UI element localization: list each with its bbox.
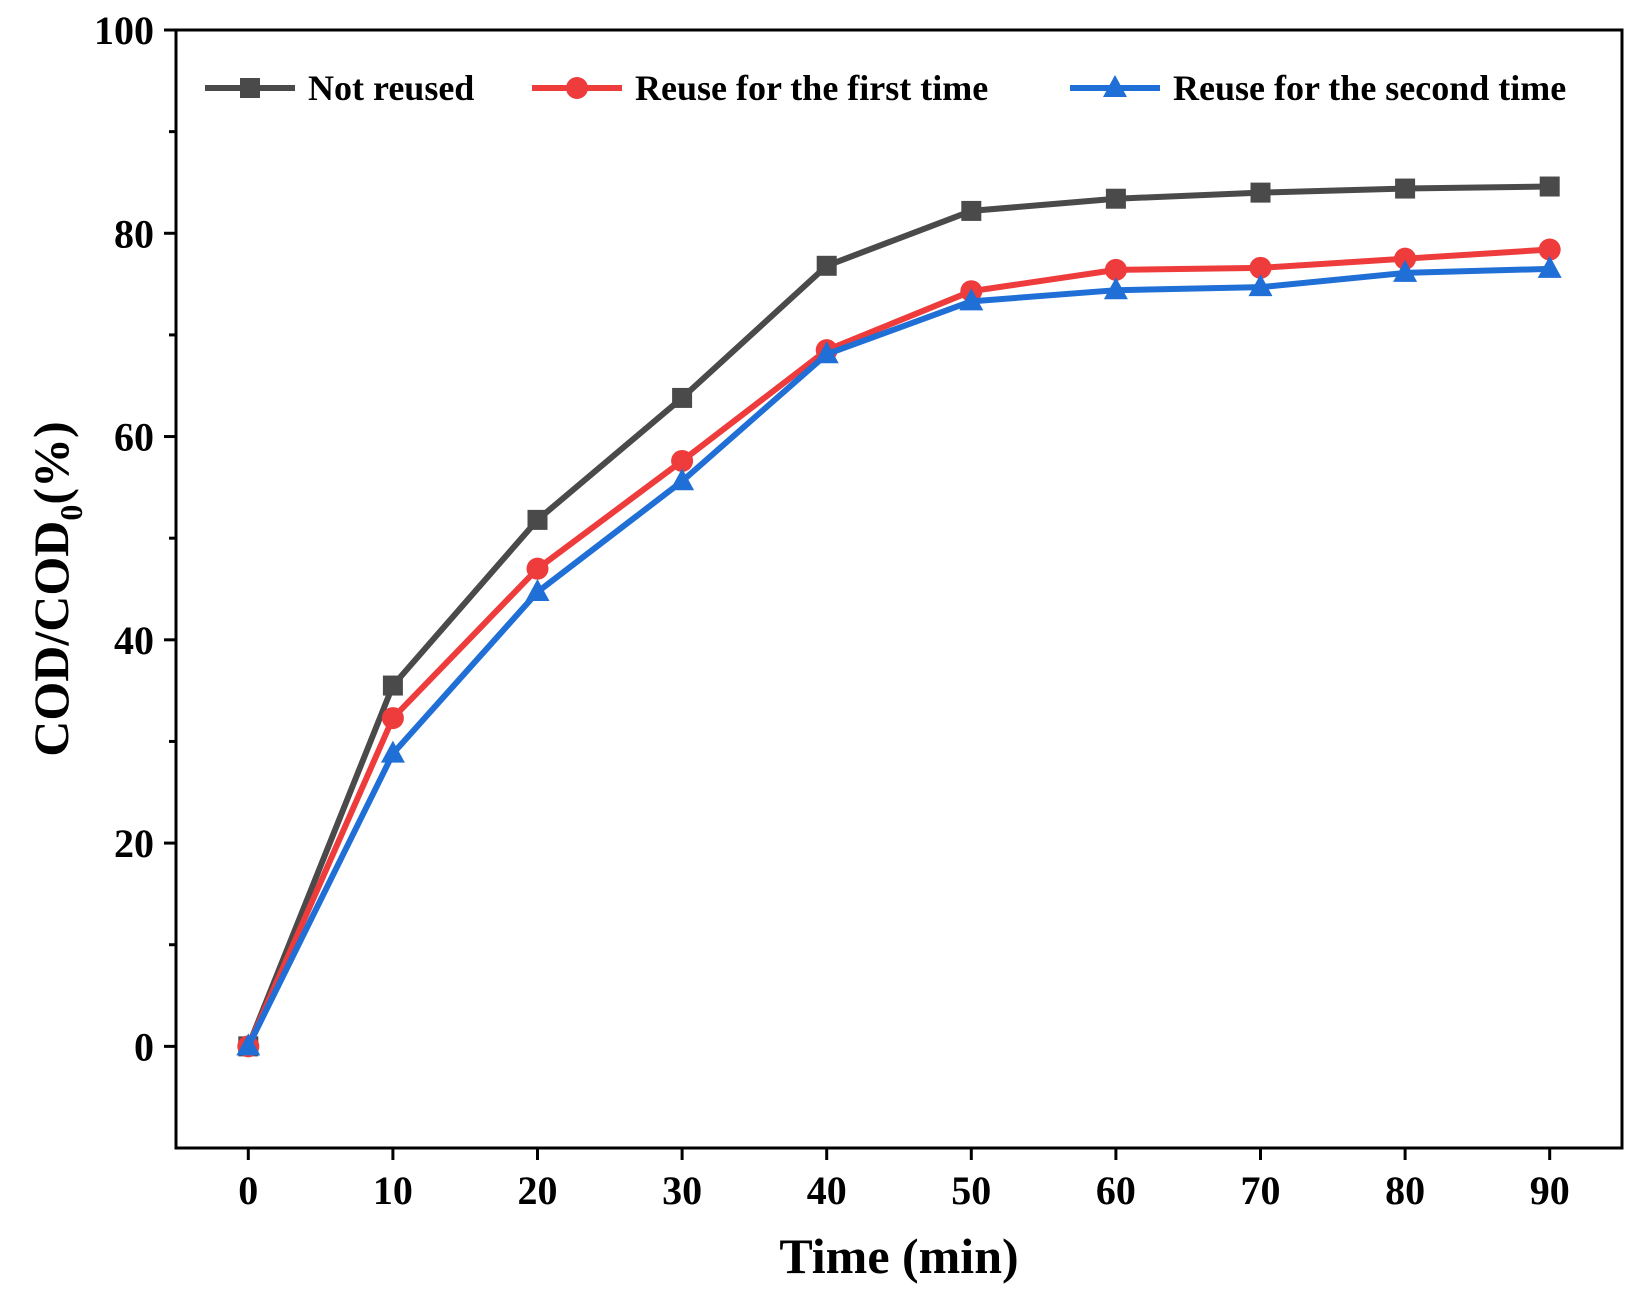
- legend-marker: [240, 78, 260, 98]
- x-tick-label: 40: [807, 1168, 847, 1213]
- x-tick-label: 90: [1530, 1168, 1570, 1213]
- legend-label: Not reused: [308, 68, 474, 108]
- legend-marker: [566, 77, 588, 99]
- x-tick-label: 70: [1241, 1168, 1281, 1213]
- y-tick-label: 40: [114, 618, 154, 663]
- data-point: [816, 255, 837, 276]
- x-tick-label: 80: [1385, 1168, 1425, 1213]
- x-tick-label: 50: [951, 1168, 991, 1213]
- data-point: [380, 740, 405, 763]
- data-point: [382, 675, 403, 696]
- data-point: [1248, 274, 1273, 297]
- x-tick-label: 30: [662, 1168, 702, 1213]
- data-point: [236, 1033, 261, 1056]
- x-tick-label: 60: [1096, 1168, 1136, 1213]
- legend-item: Reuse for the first time: [532, 68, 988, 108]
- data-point: [1393, 259, 1418, 282]
- data-point: [1104, 258, 1127, 281]
- y-axis-ticks: 0 20 40 60 80 100: [94, 8, 176, 1069]
- legend: Not reused Reuse for the first time Reuse …: [205, 68, 1566, 108]
- data-point: [814, 341, 839, 364]
- series-3: [236, 255, 1562, 1056]
- data-point: [525, 579, 550, 602]
- data-point: [961, 200, 982, 221]
- data-point: [670, 468, 695, 491]
- data-point: [1394, 247, 1417, 270]
- series-1: [238, 176, 1560, 1057]
- x-tick-label: 20: [518, 1168, 558, 1213]
- data-point: [527, 509, 548, 530]
- series-line: [245, 265, 1550, 1048]
- legend-label: Reuse for the first time: [635, 68, 988, 108]
- x-tick-label: 0: [238, 1168, 258, 1213]
- data-point: [1105, 188, 1126, 209]
- series-2: [237, 238, 1561, 1058]
- data-point: [1538, 238, 1561, 261]
- y-tick-label: 80: [114, 211, 154, 256]
- series-line: [245, 246, 1550, 1048]
- data-point: [381, 707, 404, 730]
- plot-frame: [174, 28, 1624, 1150]
- series-line: [245, 183, 1550, 1048]
- y-tick-label: 20: [114, 821, 154, 866]
- data-point: [959, 288, 984, 311]
- data-point: [672, 387, 693, 408]
- data-point: [671, 449, 694, 472]
- data-point: [1539, 176, 1560, 197]
- x-tick-label: 10: [373, 1168, 413, 1213]
- y-axis-title: COD/COD0(%): [23, 421, 89, 756]
- data-point: [1537, 255, 1562, 278]
- data-point: [1249, 256, 1272, 279]
- series-layer: [236, 176, 1562, 1058]
- y-tick-label: 100: [94, 8, 154, 53]
- legend-item: Not reused: [205, 68, 474, 108]
- y-axis-title-subscript: 0: [53, 505, 89, 521]
- data-point: [1395, 178, 1416, 199]
- y-tick-label: 0: [134, 1024, 154, 1069]
- data-point: [1103, 277, 1128, 300]
- svg-text:COD/COD0(%): COD/COD0(%): [23, 421, 89, 756]
- legend-label: Reuse for the second time: [1173, 68, 1566, 108]
- legend-item: Reuse for the second time: [1070, 68, 1566, 108]
- y-axis-title-unit: (%): [23, 421, 79, 504]
- y-tick-label: 60: [114, 415, 154, 460]
- y-axis-title-main: COD/COD: [23, 521, 79, 757]
- data-point: [526, 557, 549, 580]
- legend-marker: [1103, 75, 1127, 97]
- x-axis-title: Time (min): [779, 1228, 1018, 1284]
- data-point: [1250, 182, 1271, 203]
- x-axis-ticks: 0 10 20 30 40 50 60 70 80 90: [238, 1148, 1570, 1213]
